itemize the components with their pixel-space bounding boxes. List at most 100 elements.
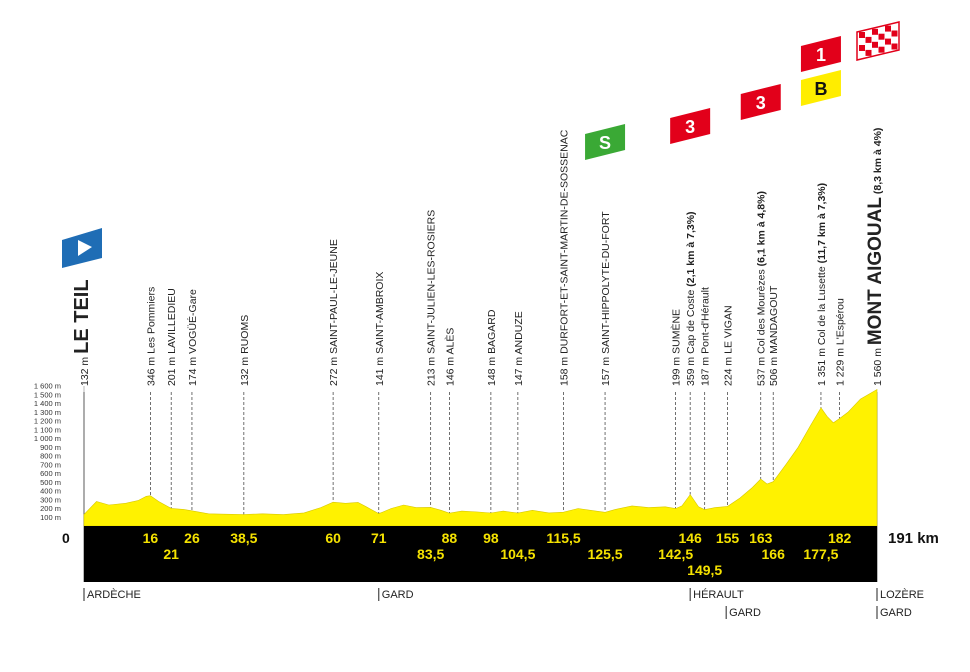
waypoint-altitude: 346 m [145, 354, 157, 386]
region-label: GARD [729, 607, 761, 619]
km-label: 38,5 [230, 530, 257, 546]
start-arrow-shape [78, 240, 92, 256]
waypoint-altitude: 1 229 m [835, 345, 847, 386]
km-label: 83,5 [417, 546, 444, 562]
marker-label: 3 [685, 117, 695, 137]
waypoint-name: SAINT-AMBROIX [374, 272, 386, 354]
waypoint-name: DURFORT-ET-SAINT-MARTIN-DE-SOSSENAC [559, 129, 571, 354]
sprint-shape [585, 124, 626, 160]
waypoint-name: MONT AIGOUAL [865, 197, 886, 346]
waypoint-altitude: 132 m [239, 354, 251, 386]
y-tick-label: 300 m [40, 495, 61, 504]
km-label: 60 [325, 530, 341, 546]
waypoint-altitude: 147 m [513, 354, 525, 386]
waypoint-altitude: 224 m [723, 354, 735, 386]
y-tick-label: 1 600 m [34, 382, 61, 391]
waypoint-detail: (8,3 km à 4%) [872, 128, 884, 197]
km-label: 104,5 [500, 546, 535, 562]
finish-flag-icon [856, 21, 900, 61]
y-tick-label: 400 m [40, 487, 61, 496]
waypoint-name: LE TEIL [71, 279, 93, 353]
waypoint-altitude: 158 m [559, 354, 571, 386]
km-label: 115,5 [546, 530, 580, 546]
waypoint-label: 132 m RUOMS [239, 315, 251, 386]
waypoint-label: 141 m SAINT-AMBROIX [374, 272, 386, 386]
km-label: 182 [828, 530, 852, 546]
waypoint-name: SAINT-JULIEN-LES-ROSIERS [426, 210, 438, 354]
climb-category-icon: 3 [670, 108, 711, 144]
start-km-label: 0 [62, 530, 70, 546]
bonus-icon: B [800, 70, 841, 106]
km-label: 88 [442, 530, 458, 546]
elevation-area [83, 388, 878, 527]
waypoint-label: 506 m MANDAGOUT [768, 285, 780, 386]
km-label: 155 [716, 530, 740, 546]
waypoint-name: ANDUZE [513, 311, 525, 354]
waypoint-label: 187 m Pont-d'Hérault [700, 287, 712, 386]
region-labels: ARDÈCHE GARD HÉRAULT GARD LOZÈRE GARD [83, 588, 924, 619]
finish-flag-shape [856, 21, 900, 61]
region-label: GARD [382, 589, 414, 601]
waypoint-altitude: 141 m [374, 354, 386, 386]
km-label: 71 [371, 530, 387, 546]
finish-check-square [859, 45, 865, 51]
waypoint-name: SUMÈNE [670, 309, 683, 354]
waypoint-name: Col de la Lusette [816, 266, 828, 345]
waypoint-label: 1 560 m MONT AIGOUAL (8,3 km à 4%) [865, 128, 886, 386]
waypoint-detail: (2,1 km à 7,3%) [685, 211, 697, 289]
waypoint-label: 147 m ANDUZE [513, 311, 525, 386]
km-label: 21 [163, 546, 179, 562]
y-tick-label: 1 500 m [34, 390, 61, 399]
waypoint-name: SAINT-PAUL-LE-JEUNE [328, 239, 340, 354]
km-label: 125,5 [588, 546, 623, 562]
y-tick-label: 700 m [40, 460, 61, 469]
waypoint-altitude: 213 m [426, 354, 438, 386]
waypoint-name: LE VIGAN [723, 305, 735, 353]
waypoint-name: BAGARD [486, 309, 498, 354]
waypoint-label: 1 351 m Col de la Lusette (11,7 km à 7,3… [816, 183, 828, 386]
finish-check-square [885, 25, 891, 32]
bonus-shape [800, 70, 841, 106]
waypoint-name: SAINT-HIPPOLYTE-DU-FORT [600, 211, 612, 354]
waypoint-altitude: 132 m [79, 354, 91, 386]
y-tick-label: 800 m [40, 452, 61, 461]
waypoint-altitude: 199 m [671, 354, 683, 386]
y-tick-label: 1 200 m [34, 417, 61, 426]
waypoint-detail: (6,1 km à 4,8%) [756, 191, 768, 269]
waypoint-name: Pont-d'Hérault [700, 287, 712, 354]
waypoint-label: 224 m LE VIGAN [723, 305, 735, 386]
waypoint-name: Les Pommiers [145, 287, 157, 354]
waypoint-altitude: 146 m [444, 354, 456, 386]
km-label: 146 [678, 530, 702, 546]
waypoint-altitude: 272 m [328, 354, 340, 386]
waypoint-labels: 132 m LE TEIL 346 m Les Pommiers 201 m LAV… [71, 128, 886, 386]
waypoint-label: 272 m SAINT-PAUL-LE-JEUNE [328, 239, 340, 386]
y-tick-label: 100 m [40, 513, 61, 522]
climb-category-icon: 1 [800, 36, 841, 72]
region-label: LOZÈRE [880, 588, 924, 601]
waypoint-label: 158 m DURFORT-ET-SAINT-MARTIN-DE-SOSSENA… [559, 129, 571, 386]
waypoint-label: 157 m SAINT-HIPPOLYTE-DU-FORT [600, 211, 612, 386]
marker-label: S [599, 133, 611, 153]
region-label: ARDÈCHE [87, 588, 141, 601]
y-tick-label: 1 300 m [34, 408, 61, 417]
waypoint-altitude: 537 m [756, 354, 768, 386]
waypoint-label: 537 m Col des Mourèzes (6,1 km à 4,8%) [756, 191, 768, 386]
sprint-icon: S [585, 124, 626, 160]
finish-check-square [872, 28, 878, 35]
km-label: 177,5 [803, 546, 838, 562]
waypoint-altitude: 148 m [486, 354, 498, 386]
distance-band [84, 526, 877, 582]
km-label: 16 [143, 530, 159, 546]
waypoint-label: 199 m SUMÈNE [670, 309, 683, 386]
y-tick-label: 900 m [40, 443, 61, 452]
finish-check-square [891, 30, 898, 37]
waypoint-label: 148 m BAGARD [486, 309, 498, 386]
km-label: 163 [749, 530, 773, 546]
marker-label: 1 [816, 45, 826, 65]
marker-flags: S 3 3 1 B [62, 21, 900, 268]
waypoint-altitude: 187 m [700, 354, 712, 386]
climb-category-shape [800, 36, 841, 72]
